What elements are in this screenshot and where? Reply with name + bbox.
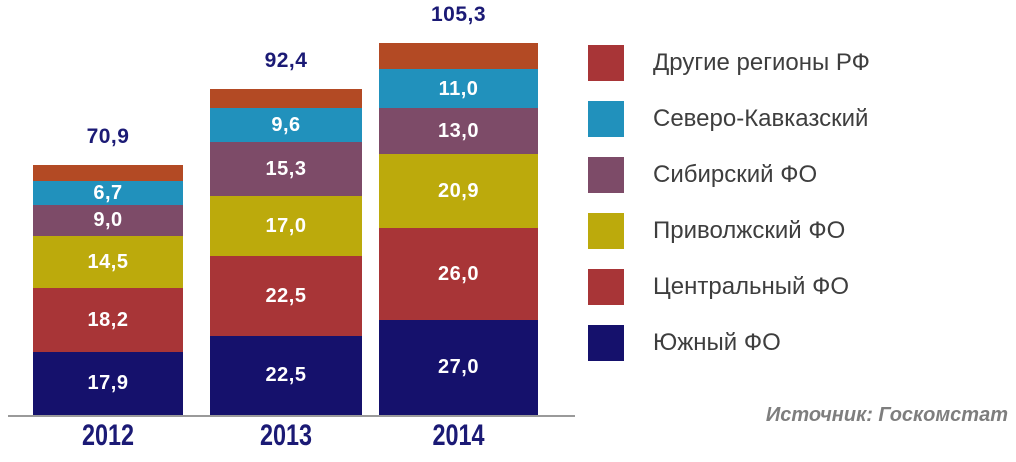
segment-value-label: 9,6 — [271, 114, 301, 137]
legend-label: Южный ФО — [653, 329, 781, 356]
bar-segment: 22,5 — [210, 335, 362, 415]
legend-swatch — [588, 325, 624, 361]
bar-total-label: 92,4 — [264, 48, 308, 72]
bar-segment — [33, 164, 183, 181]
bar-total-label: 70,9 — [86, 124, 130, 148]
bar-segment: 27,0 — [379, 319, 538, 415]
bar-segment: 11,0 — [379, 69, 538, 109]
segment-value-label: 22,5 — [265, 364, 307, 387]
legend-swatch — [588, 157, 624, 193]
legend-swatch — [588, 101, 624, 137]
segment-value-label: 22,5 — [265, 284, 307, 307]
legend-label: Другие регионы РФ — [653, 49, 870, 76]
segment-value-label: 9,0 — [93, 209, 123, 232]
legend-label: Приволжский ФО — [653, 217, 846, 244]
legend-swatch — [588, 213, 624, 249]
segment-value-label: 17,9 — [87, 372, 129, 395]
bar-segment: 9,0 — [33, 204, 183, 237]
bar-segment: 20,9 — [379, 154, 538, 228]
bar-segment: 22,5 — [210, 256, 362, 336]
segment-value-label: 26,0 — [438, 262, 479, 285]
bar-segment: 26,0 — [379, 227, 538, 320]
x-axis-line — [8, 415, 575, 417]
legend-item: Южный ФО — [588, 325, 781, 361]
bar-segment: 18,2 — [33, 287, 183, 352]
bar-segment: 9,6 — [210, 108, 362, 143]
legend-swatch — [588, 269, 624, 305]
segment-value-label: 20,9 — [438, 180, 479, 202]
legend-label: Сибирский ФО — [653, 161, 818, 188]
segment-value-label: 15,3 — [265, 158, 307, 181]
legend-item: Сибирский ФО — [588, 157, 817, 193]
bar-segment: 14,5 — [33, 236, 183, 288]
segment-value-label: 17,0 — [265, 215, 307, 238]
bar-total-label: 105,3 — [430, 3, 487, 27]
segment-value-label: 11,0 — [438, 77, 479, 100]
segment-value-label: 14,5 — [87, 250, 129, 273]
bar-segment: 17,0 — [210, 196, 362, 257]
segment-value-label: 6,7 — [93, 181, 123, 204]
legend-label: Северо-Кавказский — [653, 105, 869, 132]
segment-value-label: 13,0 — [438, 120, 479, 143]
bar-segment — [210, 88, 362, 109]
legend-item: Северо-Кавказский — [588, 101, 868, 137]
bar-segment: 6,7 — [33, 180, 183, 205]
legend-item: Другие регионы РФ — [588, 45, 870, 81]
segment-value-label: 18,2 — [87, 308, 129, 331]
bar-segment: 17,9 — [33, 351, 183, 415]
source-note: Источник: Госкомстат — [765, 404, 1008, 426]
bar-segment: 13,0 — [379, 108, 538, 155]
legend-item: Центральный ФО — [588, 269, 849, 305]
bar-segment — [379, 43, 538, 70]
legend-swatch — [588, 45, 624, 81]
legend-label: Центральный ФО — [653, 273, 850, 300]
segment-value-label: 27,0 — [438, 356, 479, 379]
legend-item: Приволжский ФО — [588, 213, 845, 249]
x-axis-label: 2014 — [432, 419, 485, 452]
x-axis-label: 2012 — [81, 419, 135, 452]
bar-segment: 15,3 — [210, 142, 362, 197]
x-axis-label: 2013 — [259, 419, 313, 452]
